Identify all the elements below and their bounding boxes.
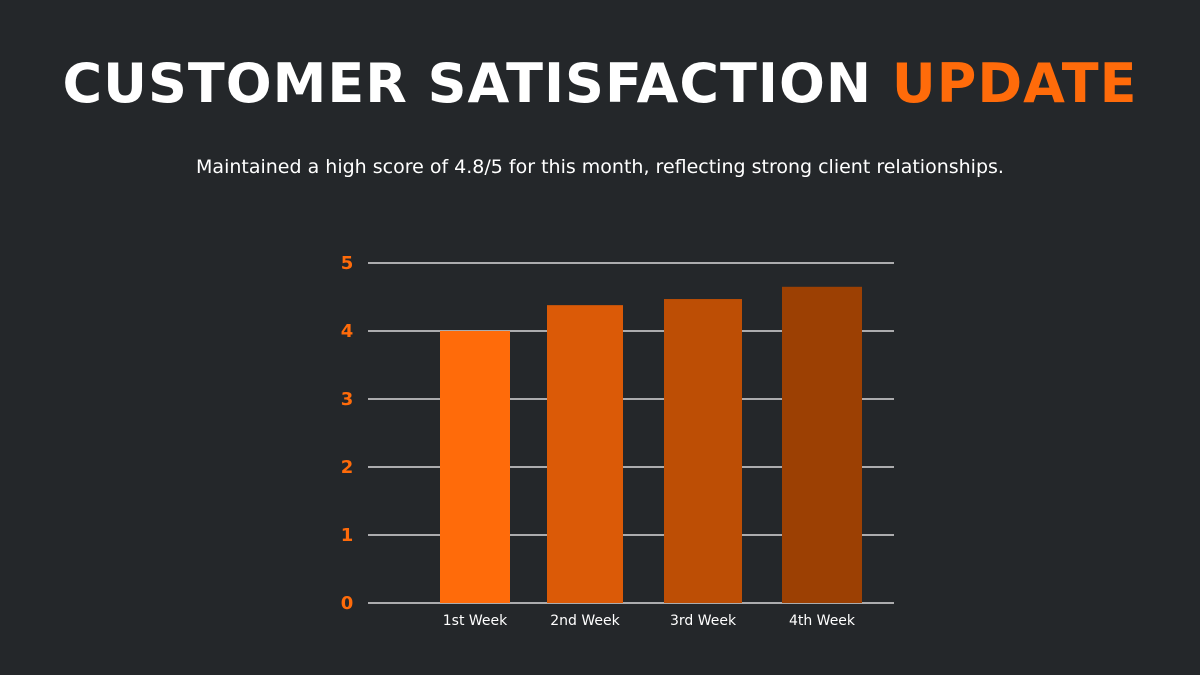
bar-4 bbox=[782, 286, 862, 603]
x-tick-label: 3rd Week bbox=[670, 613, 737, 629]
slide-title: CUSTOMER SATISFACTION UPDATE bbox=[0, 52, 1200, 115]
bar-layer bbox=[440, 286, 862, 603]
y-tick-label: 4 bbox=[341, 321, 354, 342]
y-tick-label: 5 bbox=[341, 253, 354, 274]
x-tick-label: 4th Week bbox=[789, 613, 856, 629]
slide-subtitle: Maintained a high score of 4.8/5 for thi… bbox=[196, 156, 1004, 178]
y-tick-label: 3 bbox=[341, 389, 354, 410]
y-tick-label: 1 bbox=[341, 525, 354, 546]
x-axis-ticks: 1st Week 2nd Week 3rd Week 4th Week bbox=[443, 613, 856, 629]
x-tick-label: 1st Week bbox=[443, 613, 508, 629]
bar-3 bbox=[664, 299, 742, 603]
x-tick-label: 2nd Week bbox=[550, 613, 620, 629]
y-axis-ticks: 0 1 2 3 4 5 bbox=[341, 253, 354, 614]
bar-1 bbox=[440, 331, 510, 603]
y-tick-label: 2 bbox=[341, 457, 354, 478]
title-main: CUSTOMER SATISFACTION bbox=[62, 52, 873, 115]
y-tick-label: 0 bbox=[341, 593, 354, 614]
bar-2 bbox=[547, 305, 623, 603]
title-accent: UPDATE bbox=[891, 52, 1138, 115]
